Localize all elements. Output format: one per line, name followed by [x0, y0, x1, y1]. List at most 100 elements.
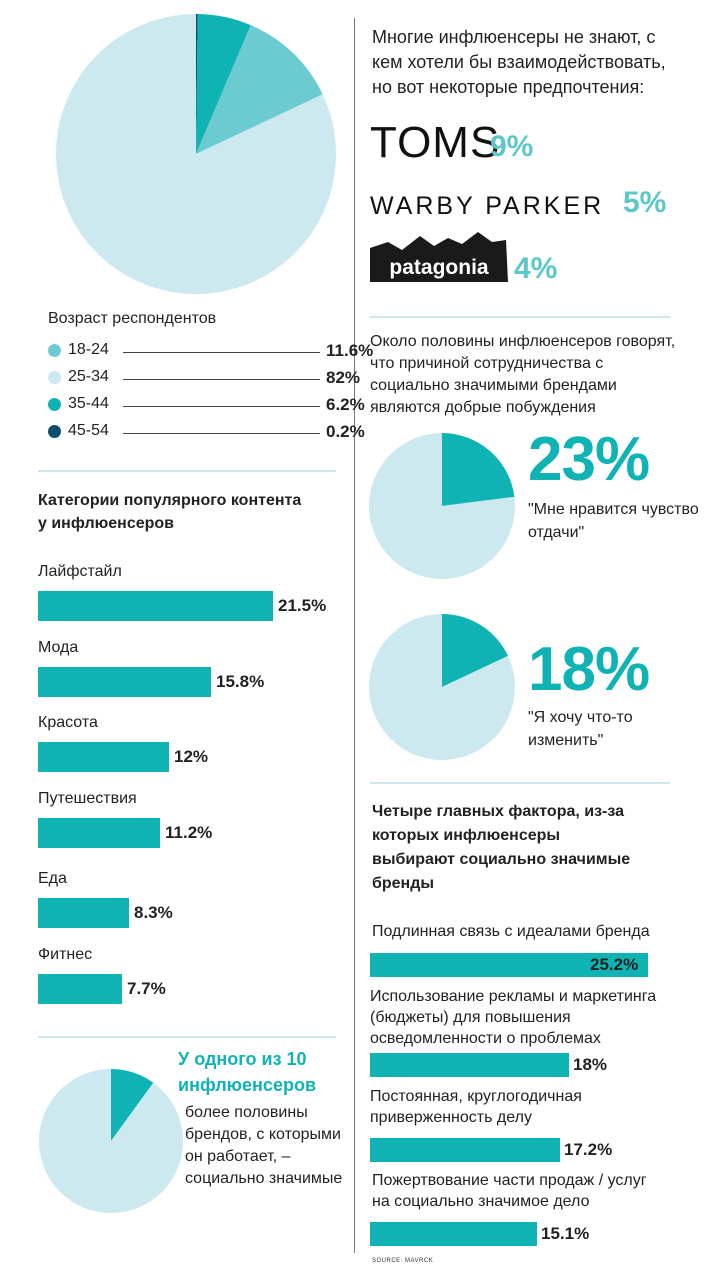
legend-leader-line: [123, 406, 320, 407]
age-pie-chart: [55, 14, 336, 295]
one-in-ten-title-line-1: У одного из 10: [178, 1049, 307, 1069]
bar-value-label: 8.3%: [134, 903, 173, 922]
bar-value-label: 15.8%: [216, 672, 265, 691]
patagonia-logo: patagonia: [370, 232, 508, 282]
patagonia-logo-text: patagonia: [389, 256, 488, 279]
pie-slice-highlight: [442, 614, 509, 687]
half-intro: Около половины инфлюенсеров говорят, что…: [370, 331, 675, 419]
factor-3-label-line-1: Постоянная, круглогодичная: [370, 1088, 582, 1105]
legend-label: 45-54: [68, 422, 109, 439]
brands-intro-line-1: Многие инфлюенсеры не знают, с: [372, 27, 656, 47]
age-title: Возраст респондентов: [48, 310, 217, 327]
pie-slice-highlight: [442, 433, 515, 506]
half-intro-line-4: являются добрые побуждения: [370, 399, 596, 416]
pie-slice-25-34: [55, 14, 336, 295]
factor-2-label-line-3: осведомленности о проблемах: [370, 1030, 601, 1047]
legend-label: 18-24: [68, 341, 109, 358]
age-legend-row: 18-24 11.6%: [48, 341, 373, 363]
bar: [38, 818, 160, 848]
factor-bar: [370, 1222, 537, 1246]
categories-title: Категории популярного контента у инфлюен…: [38, 489, 301, 535]
legend-value: 11.6%: [326, 341, 374, 360]
section-divider: [38, 470, 336, 472]
brands-intro-line-3: но вот некоторые предпочтения:: [372, 77, 645, 97]
factor-value-label: 18%: [573, 1055, 608, 1074]
bar: [38, 667, 211, 697]
bar-category-label: Красота: [38, 714, 98, 731]
bar-category-label: Путешествия: [38, 790, 137, 807]
categories-title-line-2: у инфлюенсеров: [38, 515, 175, 532]
pie-23-slices: [369, 433, 515, 579]
legend-leader-line: [123, 352, 320, 353]
factor-4-label-line-1: Пожертвование части продаж / услуг: [372, 1172, 647, 1189]
factor-2-label-line-1: Использование рекламы и маркетинга: [370, 988, 657, 1005]
patagonia-logo-mountains: [370, 232, 508, 282]
pct-23: 23%: [528, 425, 650, 494]
bar-value-label: 11.2%: [165, 823, 213, 842]
factor-2-label: Использование рекламы и маркетинга (бюдж…: [370, 986, 656, 1049]
pie-slice-rest: [369, 614, 515, 760]
toms-logo: TOMS: [370, 118, 501, 167]
one-in-ten-note-line-3: он работает, –: [185, 1148, 291, 1165]
half-intro-line-1: Около половины инфлюенсеров говорят,: [370, 333, 676, 350]
age-legend-row: 45-54 0.2%: [48, 422, 365, 444]
bar: [38, 898, 129, 928]
factor-2-label-line-2: (бюджеты) для повышения: [370, 1009, 571, 1026]
legend-swatch: [48, 371, 61, 384]
legend-swatch: [48, 344, 61, 357]
section-divider: [370, 782, 670, 784]
factor-3-label-line-2: приверженность делу: [370, 1109, 532, 1126]
bar: [38, 742, 169, 772]
factor-value-label: 17.2%: [564, 1140, 613, 1159]
legend-label: 35-44: [68, 395, 109, 412]
quote-23-line-1: "Мне нравится чувство: [528, 501, 699, 518]
bar-category-label: Фитнес: [38, 946, 93, 963]
factor-value-label: 25.2%: [590, 955, 639, 974]
section-divider: [370, 316, 670, 318]
factors-title: Четыре главных фактора, из-за которых ин…: [372, 800, 630, 896]
legend-leader-line: [123, 433, 320, 434]
factor-3-label: Постоянная, круглогодичная приверженност…: [370, 1086, 582, 1128]
pie-slice-highlight: [111, 1069, 154, 1141]
pie-slice-18-24: [196, 25, 323, 154]
factor-4-label-line-2: на социально значимое дело: [372, 1193, 590, 1210]
factor-1-label-line-1: Подлинная связь с идеалами бренда: [372, 923, 650, 940]
bar-value-label: 12%: [174, 747, 209, 766]
pie-slice-45-54: [196, 14, 198, 154]
bar-value-label: 21.5%: [278, 596, 327, 615]
categories-title-line-1: Категории популярного контента: [38, 492, 302, 509]
bar: [38, 591, 273, 621]
legend-label: 25-34: [68, 368, 109, 385]
brands-intro-line-2: кем хотели бы взаимодействовать,: [372, 52, 666, 72]
quote-18-line-2: изменить": [528, 732, 604, 749]
factor-bar: [370, 1053, 569, 1077]
factor-value-label: 15.1%: [541, 1224, 590, 1243]
section-divider: [38, 1036, 336, 1038]
column-divider: [354, 18, 355, 1253]
pie-slice-rest: [39, 1069, 184, 1213]
factors-title-line-4: бренды: [372, 875, 435, 892]
legend-swatch: [48, 398, 61, 411]
one-in-ten-note: более половины брендов, с которыми он ра…: [185, 1102, 342, 1190]
pct-18: 18%: [528, 635, 650, 704]
age-pie-slices: [55, 14, 336, 295]
age-legend-row: 25-34 82%: [48, 368, 360, 390]
quote-18: "Я хочу что-то изменить": [528, 706, 633, 752]
one-in-ten-note-line-1: более половины: [185, 1104, 308, 1121]
factor-bar: [370, 1138, 560, 1162]
pie-slice-35-44: [196, 14, 251, 155]
bar-category-label: Еда: [38, 870, 67, 887]
legend-swatch: [48, 425, 61, 438]
legend-value: 0.2%: [326, 422, 365, 441]
factors-title-line-1: Четыре главных фактора, из-за: [372, 803, 625, 820]
warby-parker-percent: 5%: [623, 186, 667, 219]
half-intro-line-2: что причиной сотрудничества с: [370, 355, 604, 372]
age-legend-row: 35-44 6.2%: [48, 395, 365, 417]
one-in-ten-pie: [39, 1069, 184, 1213]
quote-23-line-2: отдачи": [528, 524, 585, 541]
legend-leader-line: [123, 379, 320, 380]
toms-percent: 9%: [490, 130, 534, 163]
factor-4-label: Пожертвование части продаж / услуг на со…: [372, 1170, 647, 1212]
pie-slice-rest: [369, 433, 515, 579]
factor-bar: [370, 953, 648, 977]
